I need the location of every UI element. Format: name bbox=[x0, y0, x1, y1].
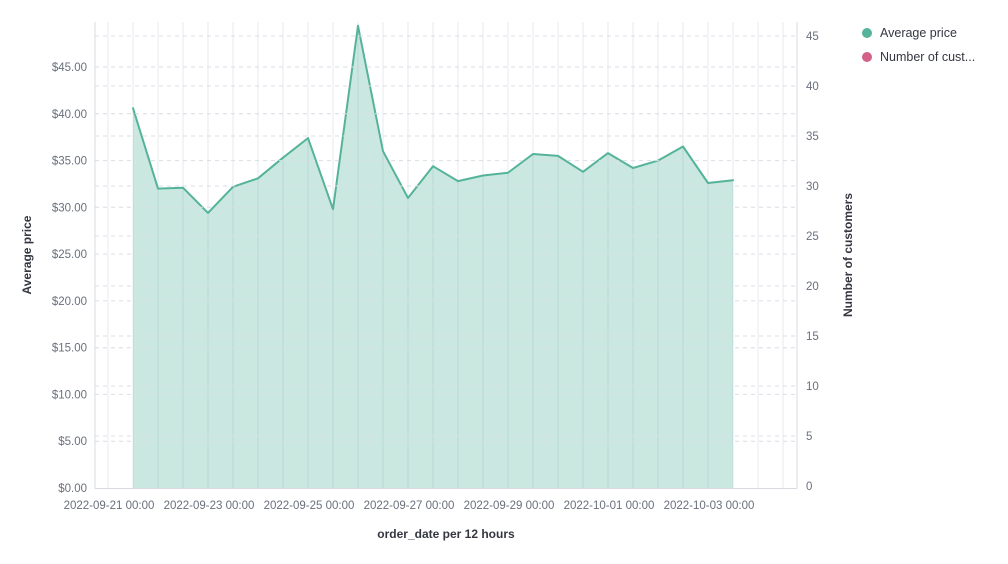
right-axis-tick-label: 5 bbox=[806, 431, 812, 443]
left-axis-tick-label: $25.00 bbox=[52, 249, 87, 261]
left-axis-tick-label: $5.00 bbox=[58, 436, 87, 448]
legend-dot-average-price-icon bbox=[862, 28, 872, 38]
legend-item-average-price[interactable]: Average price bbox=[862, 26, 975, 40]
left-axis-tick-label: $20.00 bbox=[52, 296, 87, 308]
x-axis-tick-label: 2022-09-29 00:00 bbox=[464, 500, 555, 512]
legend-item-label: Number of cust... bbox=[880, 50, 976, 64]
x-axis-tick-label: 2022-09-21 00:00 bbox=[64, 500, 155, 512]
series-area bbox=[133, 25, 733, 489]
x-axis-tick-label: 2022-09-27 00:00 bbox=[364, 500, 455, 512]
legend: Average price Number of cust... bbox=[862, 26, 975, 64]
right-axis-tick-label: 30 bbox=[806, 181, 819, 193]
x-axis-title: order_date per 12 hours bbox=[377, 527, 515, 541]
right-axis-tick-label: 15 bbox=[806, 331, 819, 343]
right-axis-tick-label: 40 bbox=[806, 81, 819, 93]
right-axis-tick-label: 45 bbox=[806, 31, 819, 43]
x-axis-tick-label: 2022-09-23 00:00 bbox=[164, 500, 255, 512]
left-axis-tick-label: $35.00 bbox=[52, 156, 87, 168]
legend-item-number-of-customers[interactable]: Number of cust... bbox=[862, 50, 975, 64]
right-axis-tick-label: 0 bbox=[806, 481, 812, 493]
x-axis-tick-label: 2022-09-25 00:00 bbox=[264, 500, 355, 512]
right-axis-tick-label: 10 bbox=[806, 381, 819, 393]
left-axis-tick-label: $15.00 bbox=[52, 343, 87, 355]
legend-dot-number-of-customers-icon bbox=[862, 52, 872, 62]
x-axis-tick-label: 2022-10-01 00:00 bbox=[564, 500, 655, 512]
legend-item-label: Average price bbox=[880, 26, 957, 40]
left-axis-tick-label: $45.00 bbox=[52, 62, 87, 74]
right-axis-tick-label: 25 bbox=[806, 231, 819, 243]
right-axis-tick-label: 35 bbox=[806, 131, 819, 143]
right-axis-title: Number of customers bbox=[841, 192, 855, 318]
x-axis-tick-label: 2022-10-03 00:00 bbox=[664, 500, 755, 512]
left-axis-tick-label: $30.00 bbox=[52, 202, 87, 214]
left-axis-title: Average price bbox=[20, 215, 34, 295]
right-axis-tick-label: 20 bbox=[806, 281, 819, 293]
left-axis-tick-label: $0.00 bbox=[58, 483, 87, 495]
left-axis-tick-label: $10.00 bbox=[52, 389, 87, 401]
left-axis-tick-label: $40.00 bbox=[52, 109, 87, 121]
series-line bbox=[132, 24, 734, 214]
